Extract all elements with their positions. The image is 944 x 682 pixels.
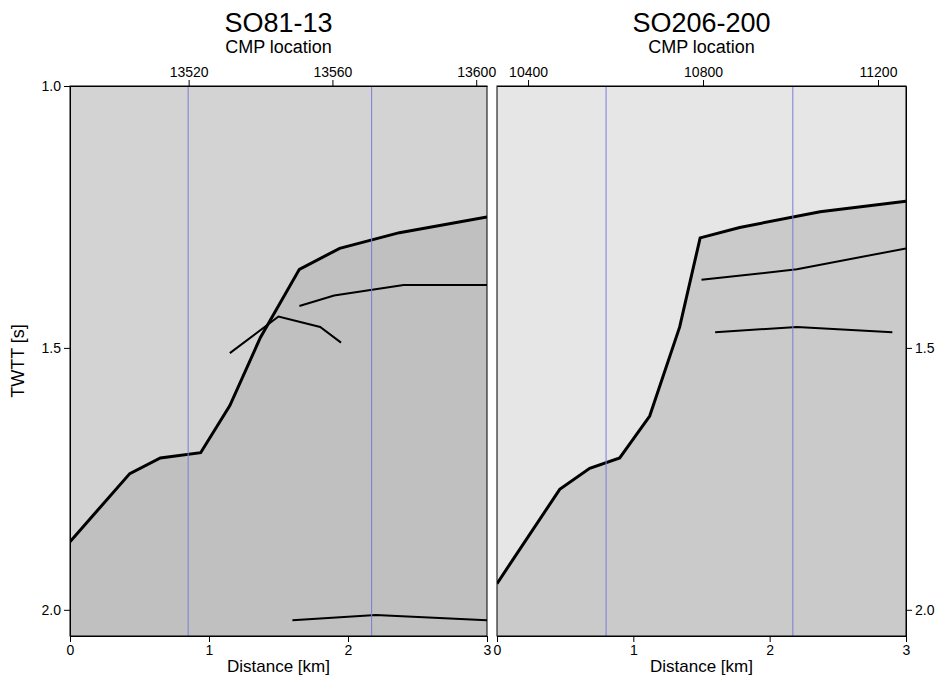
tick-label: 2.0 xyxy=(915,602,935,618)
tick-label: 1.0 xyxy=(42,78,62,94)
tick: 13600 xyxy=(457,64,496,86)
tick-label: 13600 xyxy=(457,64,496,80)
figure: 01231352013560136001.01.52.0SO81-13CMP l… xyxy=(0,0,944,682)
vertical-marker xyxy=(371,86,372,636)
plot-area xyxy=(497,86,906,636)
tick-mark xyxy=(64,610,70,611)
tick-label: 10400 xyxy=(509,64,548,80)
seafloor-reflector xyxy=(497,201,906,583)
y-axis-title: TWTT [s] xyxy=(8,324,28,398)
tick-mark xyxy=(878,80,879,86)
top-axis-title: CMP location xyxy=(648,37,755,57)
tick: 0 xyxy=(494,636,502,658)
vertical-marker xyxy=(188,86,189,636)
plot-area xyxy=(70,86,487,636)
tick: 0 xyxy=(67,636,75,658)
plot-background xyxy=(497,86,906,636)
tick-label: 1.5 xyxy=(915,340,935,356)
tick: 1.0 xyxy=(42,78,70,94)
tick: 11200 xyxy=(860,64,898,86)
seafloor-reflector xyxy=(70,217,487,542)
vertical-marker xyxy=(792,86,793,636)
axis-line xyxy=(70,87,71,637)
x2-axis: 10400 10800 11200 xyxy=(498,64,907,87)
tick: 10400 xyxy=(509,64,548,86)
tick-mark xyxy=(906,610,912,611)
tick-label: 1 xyxy=(206,642,214,658)
axis-line xyxy=(71,636,488,637)
tick: 1.5 xyxy=(906,340,935,356)
tick: 10800 xyxy=(684,64,723,86)
plot-frame xyxy=(497,86,906,636)
axis-line xyxy=(498,636,907,637)
panel-title: SO206-200 xyxy=(632,8,770,38)
seafloor-fill xyxy=(70,217,487,636)
tick-mark xyxy=(332,80,333,86)
tick: 13520 xyxy=(170,64,209,86)
tick-label: 1.5 xyxy=(42,340,62,356)
reflector xyxy=(702,248,907,279)
tick-mark xyxy=(64,86,70,87)
x-axis-title: Distance [km] xyxy=(227,657,330,676)
seafloor-fill xyxy=(497,201,906,636)
plot-frame xyxy=(70,86,487,636)
tick-label: 10800 xyxy=(684,64,723,80)
tick: 3 xyxy=(903,636,911,658)
top-axis-title: CMP location xyxy=(225,37,332,57)
vertical-marker xyxy=(606,86,607,636)
x-axis: 0 1 2 3 xyxy=(494,636,911,658)
tick-label: 3 xyxy=(484,642,492,658)
plot-background xyxy=(70,86,487,636)
tick-mark xyxy=(476,80,477,86)
axis-line xyxy=(906,87,907,637)
x-axis-title: Distance [km] xyxy=(650,657,753,676)
tick-mark xyxy=(528,80,529,86)
tick: 1 xyxy=(206,636,214,658)
panel: 0 1 2 3 13520 13560 13600 1.0 1.5 2.0 xyxy=(42,64,497,658)
panel-title: SO81-13 xyxy=(224,8,332,38)
x-axis: 0 1 2 3 xyxy=(67,636,492,658)
tick: 2 xyxy=(766,636,774,658)
tick: 3 xyxy=(484,636,492,658)
tick-label: 2 xyxy=(766,642,774,658)
y2-axis: 1.5 2.0 xyxy=(906,87,935,637)
tick: 1.5 xyxy=(42,340,70,356)
y-axis: 1.0 1.5 2.0 xyxy=(42,78,71,637)
tick-mark xyxy=(703,80,704,86)
tick-mark xyxy=(906,348,912,349)
tick: 13560 xyxy=(313,64,352,86)
panel: 0 1 2 3 10400 10800 11200 1.5 2.0 xyxy=(494,64,935,658)
tick: 2 xyxy=(345,636,353,658)
axis-line xyxy=(498,86,907,87)
tick-label: 11200 xyxy=(860,64,898,80)
tick: 2.0 xyxy=(906,602,935,618)
reflector xyxy=(292,615,487,620)
x2-axis: 13520 13560 13600 xyxy=(71,64,497,87)
reflector xyxy=(299,285,487,306)
tick-label: 2 xyxy=(345,642,353,658)
tick-label: 2.0 xyxy=(42,602,62,618)
tick: 2.0 xyxy=(42,602,70,618)
tick-mark xyxy=(64,348,70,349)
tick-label: 13520 xyxy=(170,64,209,80)
reflector xyxy=(230,316,341,353)
tick-label: 0 xyxy=(67,642,75,658)
tick-label: 13560 xyxy=(313,64,352,80)
tick-label: 3 xyxy=(903,642,911,658)
tick: 1 xyxy=(630,636,638,658)
tick-mark xyxy=(189,80,190,86)
tick-label: 0 xyxy=(494,642,502,658)
reflector xyxy=(715,327,892,332)
axis-line xyxy=(71,86,488,87)
tick-label: 1 xyxy=(630,642,638,658)
